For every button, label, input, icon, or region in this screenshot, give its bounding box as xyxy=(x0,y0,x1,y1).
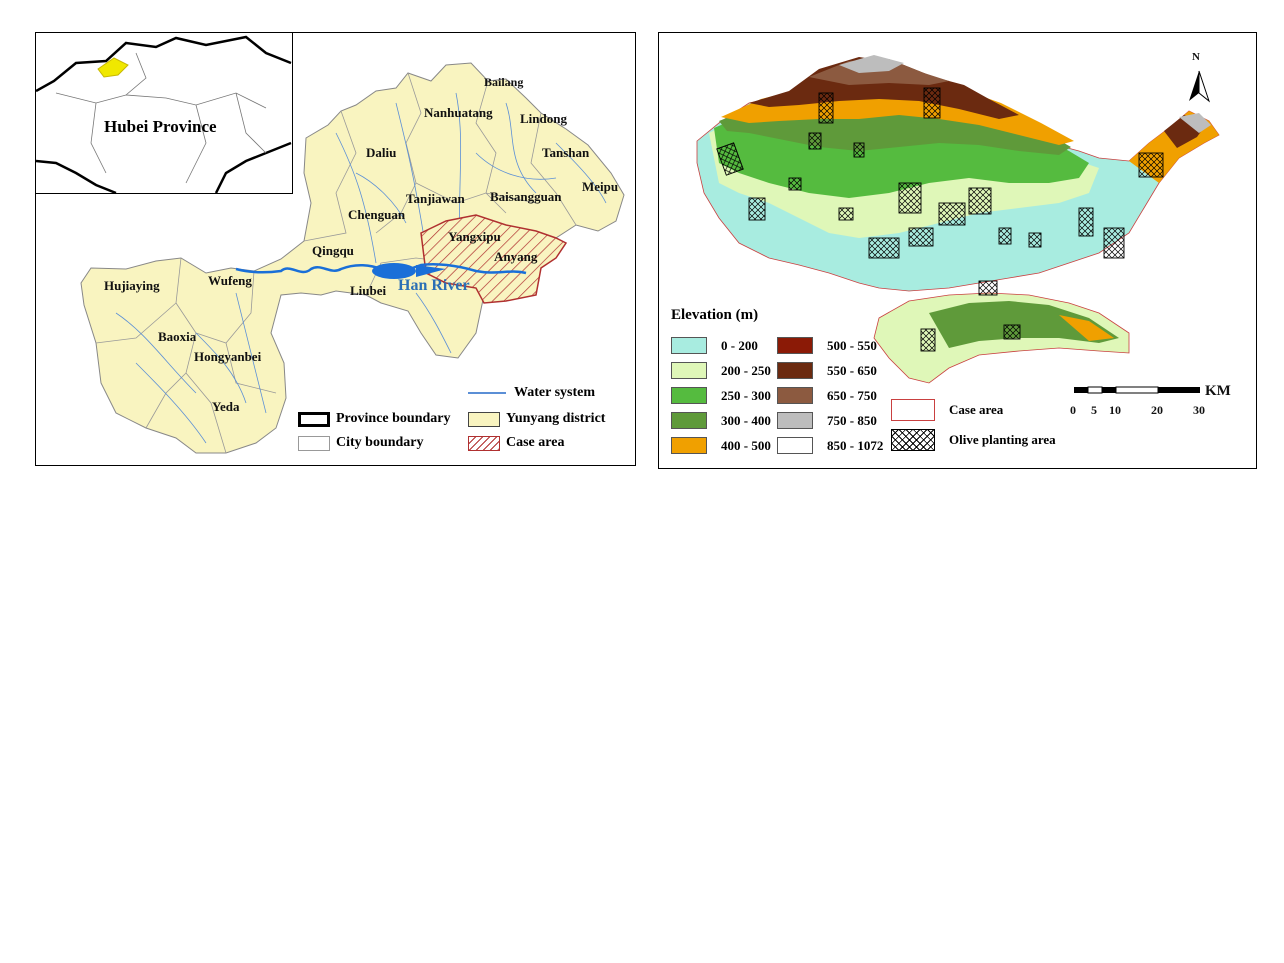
yunyang-district-area xyxy=(80,62,625,454)
town-label-bailang: Bailang xyxy=(484,75,524,89)
terrain-750-1072 xyxy=(839,55,904,73)
scale-unit: KM xyxy=(1205,383,1231,399)
elevation-legend-title: Elevation (m) xyxy=(671,307,759,323)
case-area-hatched xyxy=(420,214,568,304)
yunyang-highlight xyxy=(97,57,129,78)
han-river xyxy=(235,263,527,275)
town-label-anyang: Anyang xyxy=(494,249,538,264)
elevation-class-0: 0 - 200 xyxy=(671,337,758,354)
legend-city-boundary: City boundary xyxy=(298,435,424,451)
elevation-class-2: 250 - 300 xyxy=(671,387,771,404)
elevation-map-svg xyxy=(696,55,1220,394)
location-map-svg xyxy=(36,35,625,454)
elevation-class-3: 300 - 400 xyxy=(671,412,771,429)
legend-yunyang-district: Yunyang district xyxy=(468,411,605,427)
town-label-tanjiawan: Tanjiawan xyxy=(406,191,465,206)
elevation-class-9: 850 - 1072 xyxy=(777,437,883,454)
north-arrow xyxy=(1189,70,1211,103)
scale-tick-10: 10 xyxy=(1109,403,1121,417)
elevation-class-8: 750 - 850 xyxy=(777,412,877,429)
elevation-class-6: 550 - 650 xyxy=(777,362,877,379)
scale-tick-5: 5 xyxy=(1091,403,1097,417)
town-label-meipu: Meipu xyxy=(582,179,619,194)
town-label-yeda: Yeda xyxy=(212,399,240,414)
elevation-map-panel: N Elevation (m) 0 - 200 200 - 250 250 - … xyxy=(658,32,1257,469)
town-label-lindong: Lindong xyxy=(520,111,567,126)
town-label-wufeng: Wufeng xyxy=(208,273,252,288)
town-boundaries xyxy=(95,72,577,454)
town-label-liubei: Liubei xyxy=(350,283,387,298)
inset-title: Hubei Province xyxy=(104,117,217,136)
town-label-daliu: Daliu xyxy=(366,145,397,160)
water-system-lines xyxy=(115,92,607,444)
han-river-label: Han River xyxy=(398,277,470,294)
elevation-class-5: 500 - 550 xyxy=(777,337,877,354)
scale-tick-20: 20 xyxy=(1151,403,1163,417)
location-map-panel: Hubei Province Bailang Nanhuatang Lindon… xyxy=(35,32,636,466)
town-label-baoxia: Baoxia xyxy=(158,329,197,344)
town-label-baisangguan: Baisangguan xyxy=(490,189,562,204)
legend-case-area-right: Case area xyxy=(891,399,1003,421)
water-line-swatch xyxy=(468,392,506,394)
olive-planting-areas xyxy=(716,87,1164,352)
town-label-tanshan: Tanshan xyxy=(542,145,590,160)
elevation-class-7: 650 - 750 xyxy=(777,387,877,404)
elevation-class-1: 200 - 250 xyxy=(671,362,771,379)
town-label-chenguan: Chenguan xyxy=(348,207,406,222)
legend-olive-planting: Olive planting area xyxy=(891,429,1056,451)
north-label: N xyxy=(1192,51,1200,63)
han-river-reservoir xyxy=(372,263,416,279)
town-label-hujiaying: Hujiaying xyxy=(104,278,160,293)
scale-tick-0: 0 xyxy=(1070,403,1076,417)
town-label-qingqu: Qingqu xyxy=(312,243,354,258)
town-label-yangxipu: Yangxipu xyxy=(448,229,501,244)
legend-province-boundary: Province boundary xyxy=(298,411,450,427)
town-label-nanhuatang: Nanhuatang xyxy=(424,105,493,120)
terrain-500-650 xyxy=(749,57,1019,119)
hubei-inset: Hubei Province xyxy=(36,33,293,194)
scale-tick-30: 30 xyxy=(1193,403,1205,417)
legend-water-system: Water system xyxy=(468,385,595,401)
legend-case-area: Case area xyxy=(468,435,564,451)
elevation-class-4: 400 - 500 xyxy=(671,437,771,454)
town-label-hongyanbei: Hongyanbei xyxy=(194,349,262,364)
scale-bar xyxy=(1074,386,1200,394)
